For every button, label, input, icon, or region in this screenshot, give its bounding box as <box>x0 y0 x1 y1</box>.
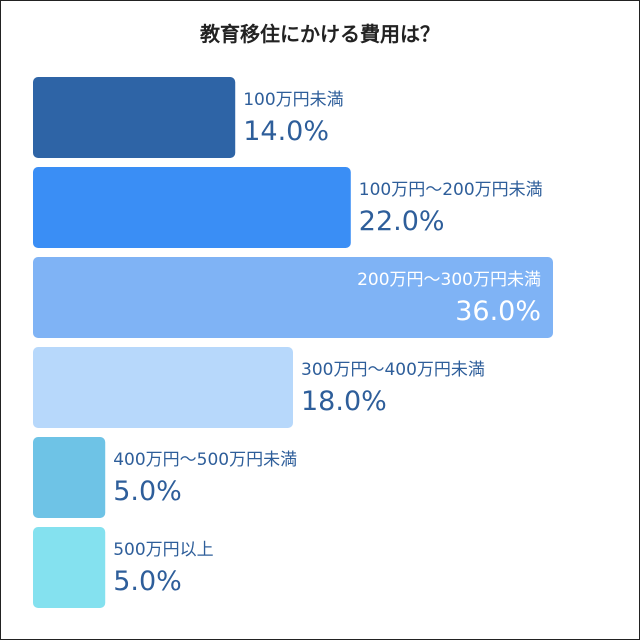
value-label-2: 22.0% <box>359 206 445 237</box>
category-label-4: 300万円～400万円未満 <box>301 360 485 380</box>
bar-5 <box>33 437 106 518</box>
chart-title: 教育移住にかける費用は？ <box>200 22 440 46</box>
category-label-2: 100万円～200万円未満 <box>359 180 543 200</box>
bar-4 <box>33 347 293 428</box>
category-label-6: 500万円以上 <box>113 540 213 560</box>
value-label-4: 18.0% <box>301 386 387 417</box>
bar-3 <box>33 257 553 338</box>
category-label-3: 200万円～300万円未満 <box>357 270 541 290</box>
value-label-6: 5.0% <box>113 566 182 597</box>
category-label-5: 400万円～500万円未満 <box>113 450 297 470</box>
value-label-5: 5.0% <box>113 476 182 507</box>
bar-6 <box>33 527 106 608</box>
bar-1 <box>33 77 236 158</box>
value-label-1: 14.0% <box>243 116 329 147</box>
value-label-3: 36.0% <box>455 296 541 327</box>
bar-2 <box>33 167 351 248</box>
category-label-1: 100万円未満 <box>243 90 343 110</box>
